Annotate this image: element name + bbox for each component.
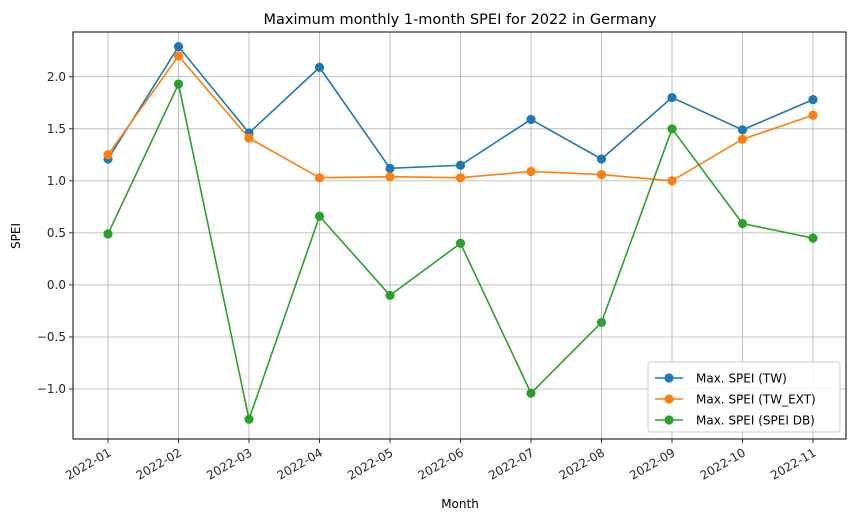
data-point (596, 170, 607, 180)
y-tick-label: −0.5 (37, 330, 66, 344)
legend-box (647, 361, 841, 433)
y-axis: 2.0 1.5 1.0 0.5 0.0 −0.5 −1.0 (37, 70, 73, 396)
legend: Max. SPEI (TW) Max. SPEI (TW_EXT) Max. SPE… (647, 361, 841, 433)
data-point (244, 414, 254, 424)
y-tick-label: 0.5 (47, 226, 66, 240)
data-point (314, 173, 325, 183)
data-point (808, 110, 818, 120)
data-point (385, 163, 395, 173)
data-point (596, 154, 607, 164)
data-point (173, 51, 184, 61)
data-point (455, 160, 466, 170)
data-point (244, 133, 254, 143)
plot-frame (72, 31, 847, 440)
x-tick-label: 2022-09 (627, 445, 677, 482)
x-tick-label: 2022-02 (134, 445, 184, 482)
x-tick-label: 2022-08 (557, 445, 607, 482)
data-point (103, 229, 113, 239)
legend-label: Max. SPEI (TW_EXT) (696, 393, 816, 407)
data-point (455, 238, 466, 248)
data-point (737, 134, 748, 144)
x-tick-label: 2022-06 (416, 445, 466, 482)
x-tick-label: 2022-10 (698, 445, 748, 482)
legend-marker (664, 415, 674, 425)
series-1 (103, 41, 818, 173)
x-tick-label: 2022-11 (768, 445, 818, 482)
data-point (737, 218, 748, 229)
series-3 (103, 79, 818, 424)
data-point (526, 166, 536, 177)
data-point (596, 317, 607, 328)
data-point (667, 176, 677, 186)
y-axis-label: SPEI (9, 223, 23, 249)
y-tick-label: 1.0 (47, 174, 66, 188)
legend-marker (664, 373, 674, 383)
data-point (173, 41, 184, 52)
data-point (103, 150, 113, 160)
x-tick-label: 2022-04 (275, 445, 325, 482)
y-tick-label: 2.0 (47, 70, 66, 84)
data-point (385, 172, 395, 182)
x-tick-label: 2022-03 (204, 445, 254, 482)
data-point (667, 92, 677, 103)
x-tick-label: 2022-07 (486, 445, 536, 482)
data-point (314, 62, 325, 72)
x-tick-label: 2022-01 (63, 445, 113, 482)
data-point (526, 388, 536, 398)
data-point (385, 290, 395, 300)
legend-entry: Max. SPEI (SPEI DB) (655, 414, 815, 428)
data-point (667, 124, 677, 134)
x-axis: 2022-01 2022-02 2022-03 2022-04 2022-05 2022-… (63, 439, 819, 483)
data-point (455, 173, 466, 183)
data-point (808, 95, 818, 105)
x-axis-label: Month (441, 497, 479, 511)
y-tick-label: −1.0 (37, 382, 66, 396)
x-tick-label: 2022-05 (345, 445, 395, 482)
data-point (314, 211, 325, 221)
data-point (173, 79, 184, 89)
legend-entry: Max. SPEI (TW_EXT) (655, 393, 816, 407)
y-tick-label: 0.0 (47, 278, 66, 292)
data-point (526, 114, 536, 125)
y-tick-label: 1.5 (47, 122, 66, 136)
legend-label: Max. SPEI (SPEI DB) (696, 414, 815, 428)
legend-marker (664, 394, 674, 404)
series-2 (103, 51, 818, 186)
legend-entry: Max. SPEI (TW) (655, 372, 787, 386)
chart-title: Maximum monthly 1-month SPEI for 2022 in… (264, 12, 657, 28)
data-point (808, 233, 818, 243)
legend-label: Max. SPEI (TW) (696, 372, 787, 386)
data-point (737, 125, 748, 135)
series-layer (103, 41, 818, 424)
